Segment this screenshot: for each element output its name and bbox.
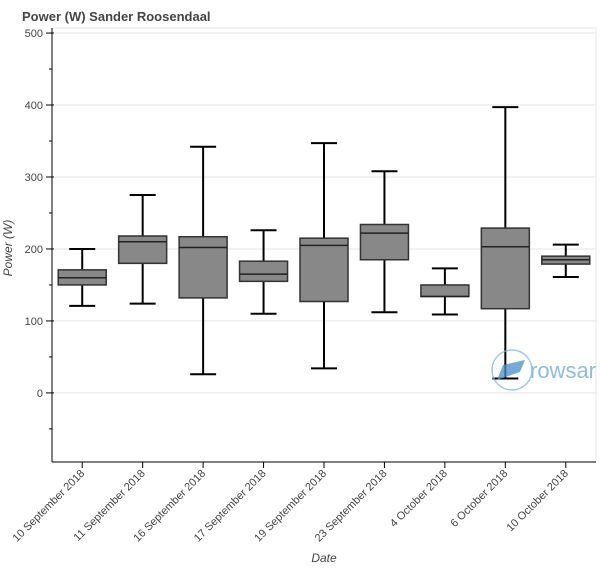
y-axis: 0 100 200 300 400 500 [25,28,54,462]
box-iqr [238,260,289,283]
chart-title: Power (W) Sander Roosendaal [22,9,211,24]
watermark-logo: rowsar [491,349,596,391]
box-iqr [117,235,168,265]
y-tick-label: 200 [25,244,43,256]
y-tick-label: 400 [25,100,43,112]
y-tick-label: 0 [37,388,43,400]
y-tick-label: 300 [25,172,43,184]
box-iqr [359,223,410,261]
box-iqr [178,235,228,299]
y-tick-label: 100 [25,316,43,328]
boxes [57,106,591,380]
box-iqr [420,284,470,298]
box-iqr [480,227,531,310]
x-tick-label: 10 October 2018 [504,468,570,534]
x-tick-label: 6 October 2018 [448,468,510,530]
x-axis-label: Date [311,551,337,565]
y-tick-label: 500 [25,28,43,40]
y-axis-label: Power (W) [1,220,15,277]
box-iqr [299,237,349,303]
x-tick-label: 4 October 2018 [388,468,450,530]
watermark-text: rowsar [530,358,596,383]
